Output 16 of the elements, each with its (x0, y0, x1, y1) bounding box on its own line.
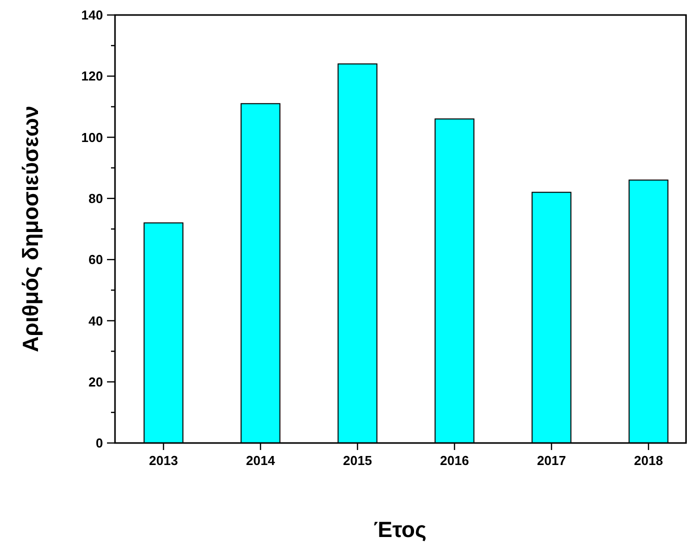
y-axis-title: Αριθμός δημοσιεύσεων (18, 106, 43, 352)
x-axis-title: Έτος (374, 517, 426, 542)
y-tick-label: 80 (88, 190, 103, 206)
x-tick-label: 2016 (440, 453, 469, 468)
x-tick-label: 2014 (246, 453, 276, 468)
y-tick-label: 120 (81, 68, 103, 84)
y-tick-label: 60 (88, 252, 103, 268)
y-tick-label: 140 (81, 8, 103, 23)
y-tick-label: 100 (81, 130, 103, 145)
x-tick-label: 2018 (634, 453, 663, 468)
y-tick-label: 0 (96, 436, 103, 451)
x-tick-label: 2017 (537, 453, 566, 468)
y-tick-label: 20 (88, 374, 103, 390)
x-tick-label: 2013 (149, 453, 178, 468)
y-tick-label: 40 (88, 313, 103, 328)
x-tick-label: 2015 (343, 453, 372, 468)
